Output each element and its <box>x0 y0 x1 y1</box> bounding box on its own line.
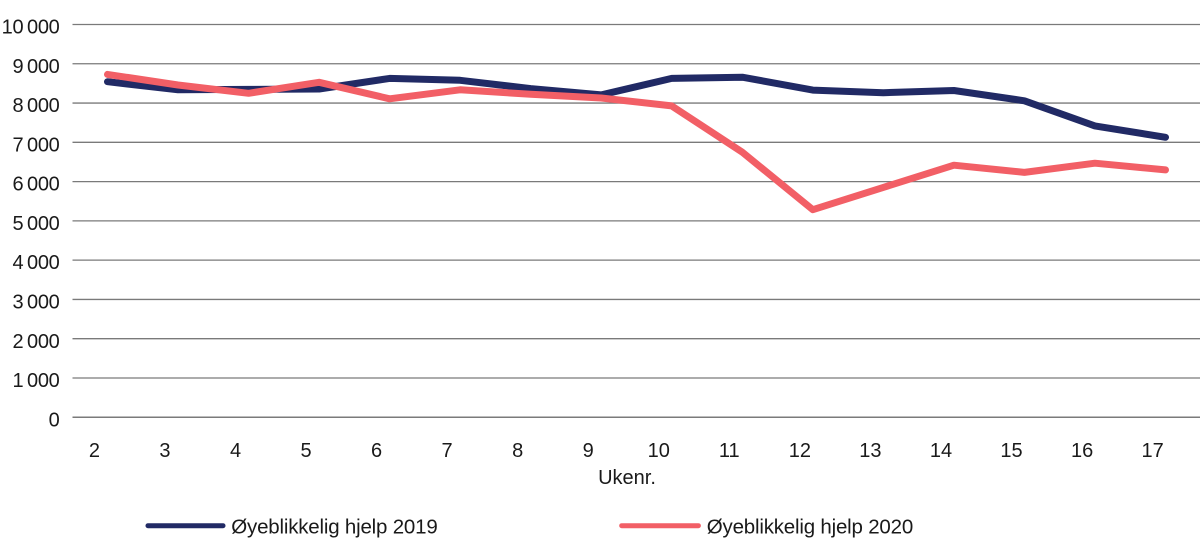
svg-text:12: 12 <box>789 440 811 462</box>
svg-text:2 000: 2 000 <box>13 331 60 353</box>
svg-text:8 000: 8 000 <box>13 95 60 117</box>
svg-text:8: 8 <box>512 440 523 462</box>
svg-text:9 000: 9 000 <box>13 56 60 78</box>
svg-text:Øyeblikkelig hjelp 2019: Øyeblikkelig hjelp 2019 <box>231 515 437 538</box>
svg-text:Øyeblikkelig hjelp 2020: Øyeblikkelig hjelp 2020 <box>707 515 913 538</box>
svg-text:17: 17 <box>1141 440 1163 462</box>
svg-text:15: 15 <box>1000 440 1022 462</box>
svg-text:14: 14 <box>930 440 952 462</box>
svg-text:13: 13 <box>859 440 881 462</box>
svg-text:16: 16 <box>1071 440 1093 462</box>
svg-text:5: 5 <box>300 440 311 462</box>
svg-text:0: 0 <box>49 409 60 431</box>
svg-text:7 000: 7 000 <box>13 134 60 156</box>
svg-text:Ukenr.: Ukenr. <box>598 467 656 489</box>
svg-text:3: 3 <box>159 440 170 462</box>
svg-text:10: 10 <box>648 440 670 462</box>
svg-text:10 000: 10 000 <box>2 17 60 39</box>
svg-text:3 000: 3 000 <box>13 292 60 314</box>
svg-text:2: 2 <box>89 440 100 462</box>
svg-text:6 000: 6 000 <box>13 174 60 196</box>
svg-text:1 000: 1 000 <box>13 370 60 392</box>
svg-text:5 000: 5 000 <box>13 213 60 235</box>
svg-text:4: 4 <box>230 440 241 462</box>
svg-text:4 000: 4 000 <box>13 252 60 274</box>
svg-text:9: 9 <box>583 440 594 462</box>
svg-text:6: 6 <box>371 440 382 462</box>
svg-text:11: 11 <box>719 440 740 462</box>
svg-text:7: 7 <box>442 440 453 462</box>
